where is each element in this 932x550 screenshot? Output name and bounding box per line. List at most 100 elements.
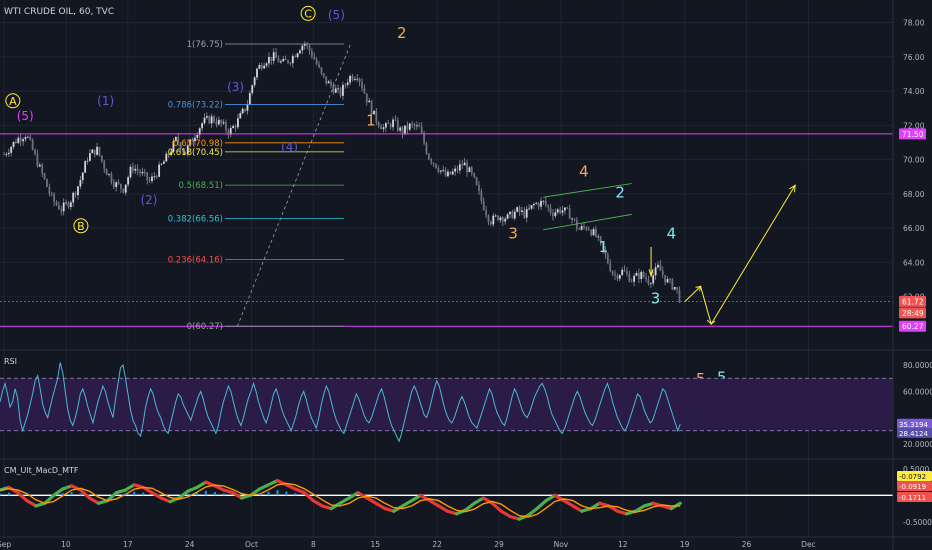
macd-line-segment — [293, 487, 306, 495]
candle — [399, 127, 402, 131]
candle — [657, 264, 659, 268]
candle — [475, 177, 478, 185]
candle — [673, 287, 676, 290]
candle — [633, 275, 636, 282]
candle — [57, 204, 60, 210]
time-tick-label: 29 — [494, 540, 504, 549]
candle — [26, 136, 29, 138]
candle — [239, 113, 242, 119]
candle — [427, 153, 430, 160]
candle — [470, 167, 473, 173]
rsi-badge — [897, 427, 932, 438]
candle — [201, 123, 204, 129]
candle — [609, 263, 612, 272]
candle — [17, 137, 20, 144]
macd-pane[interactable]: CM_Ult_MacD_MTF — [0, 466, 893, 521]
price-badge-label: 61.72 — [902, 297, 924, 306]
symbol-title[interactable]: WTI CRUDE OIL, 60, TVC — [4, 7, 114, 17]
price-badge-label: 71.50 — [902, 130, 924, 139]
candle — [375, 110, 378, 123]
price-pane[interactable]: 1(76.75) 0.786(73.22) 0.65(70.98)0.618(70.… — [0, 5, 893, 388]
rsi-badge-label: 35.3194 — [899, 421, 928, 429]
candle — [420, 126, 423, 133]
macd-line-segment — [249, 487, 262, 497]
candle — [22, 139, 24, 142]
candle — [241, 108, 244, 114]
price-tick-label: 76.00 — [903, 53, 925, 62]
candle — [671, 279, 674, 290]
channel-upper-line — [543, 183, 632, 198]
candle — [587, 229, 590, 231]
candle — [563, 207, 566, 211]
candle — [542, 200, 545, 202]
candle — [244, 108, 246, 111]
fib-level-label: 0(60.27) — [187, 322, 223, 332]
macd-badge — [897, 492, 932, 502]
macd-line-segment — [52, 487, 65, 497]
candle — [131, 166, 134, 171]
wave-label: C — [304, 7, 312, 20]
fib-level-label: 0.382(66.56) — [168, 215, 223, 225]
macd-line-segment — [266, 478, 280, 487]
candle — [268, 57, 270, 64]
wave-label: 4 — [667, 224, 677, 242]
candle — [203, 117, 206, 124]
macd-line-segment — [16, 491, 29, 503]
candle — [549, 207, 552, 213]
candle — [299, 50, 301, 54]
rsi-pane[interactable]: RSI — [0, 357, 893, 443]
macd-line-segment — [410, 493, 423, 503]
candle — [630, 281, 633, 283]
candle — [210, 116, 213, 124]
candle — [659, 264, 662, 271]
macd-line-segment — [123, 483, 136, 492]
candle — [611, 271, 614, 275]
candle — [117, 182, 120, 184]
candle — [108, 173, 110, 175]
candle — [275, 52, 277, 59]
candle — [478, 184, 480, 191]
candle — [513, 211, 516, 219]
rsi-line — [0, 362, 681, 443]
candle — [177, 136, 180, 143]
fib-trendline — [237, 43, 351, 327]
candle — [155, 176, 158, 178]
candle — [50, 193, 53, 195]
candle — [384, 123, 387, 128]
candle — [93, 149, 96, 155]
candle — [222, 122, 225, 124]
price-tick-label: 72.00 — [903, 121, 925, 130]
candle — [330, 81, 332, 86]
candle — [559, 209, 562, 213]
macd-line-segment — [141, 485, 154, 495]
candle — [351, 76, 354, 80]
macd-line-segment — [186, 485, 199, 493]
candle — [158, 164, 161, 177]
candle — [134, 168, 137, 171]
candle — [497, 215, 499, 221]
candle — [313, 56, 316, 60]
candle — [318, 64, 320, 68]
candle — [647, 279, 650, 284]
macd-line-segment — [463, 501, 476, 512]
rsi-band — [0, 378, 893, 431]
candle — [637, 273, 640, 280]
wave-label: 2 — [615, 183, 625, 201]
candle — [380, 126, 383, 130]
candle — [48, 186, 51, 194]
candle — [294, 56, 297, 58]
candle — [492, 215, 495, 225]
macd-line-segment — [428, 499, 441, 508]
candle — [456, 168, 459, 171]
candle — [179, 142, 182, 150]
macd-line-segment — [78, 488, 92, 500]
candle — [521, 210, 523, 212]
candle — [320, 67, 323, 74]
fib-level-label: 0.65(70.98) — [173, 139, 223, 149]
candle — [220, 119, 223, 124]
candle — [110, 173, 113, 183]
candle — [153, 176, 156, 178]
macd-tick-label: -0.5000 — [903, 518, 932, 527]
macd-line-segment — [347, 491, 360, 500]
